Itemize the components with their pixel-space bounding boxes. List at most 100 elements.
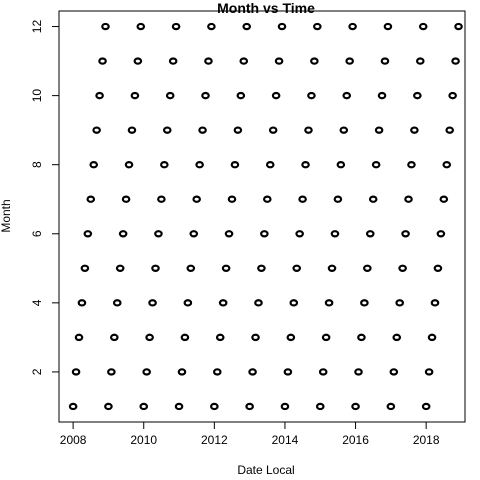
data-point <box>215 333 225 342</box>
data-point <box>389 368 399 376</box>
data-point <box>154 230 163 238</box>
data-point <box>439 195 449 203</box>
data-point <box>104 402 113 411</box>
data-point <box>307 91 316 100</box>
data-point <box>115 264 125 273</box>
data-point <box>162 126 172 134</box>
data-point <box>124 160 134 169</box>
data-point <box>251 333 260 342</box>
data-point <box>136 22 146 31</box>
data-point <box>342 91 352 100</box>
data-point <box>195 160 204 169</box>
data-point <box>351 402 360 411</box>
data-point <box>192 195 201 203</box>
data-point <box>210 402 219 411</box>
x-axis: 2008 2010 2012 2014 2016 2018 <box>60 422 440 447</box>
data-point <box>339 126 349 134</box>
data-point <box>357 333 366 342</box>
data-point <box>212 368 222 376</box>
data-point <box>186 264 196 273</box>
data-point <box>360 299 369 307</box>
data-point <box>260 230 269 238</box>
data-point <box>92 126 101 134</box>
data-point <box>330 230 340 238</box>
data-point <box>198 126 207 134</box>
data-point <box>410 126 419 134</box>
data-point <box>368 195 378 203</box>
data-point <box>183 299 193 307</box>
data-point <box>348 22 357 31</box>
data-point <box>145 333 154 342</box>
data-point <box>310 57 319 65</box>
data-point <box>148 299 157 307</box>
data-point <box>121 195 131 203</box>
data-point <box>142 368 151 376</box>
data-point <box>271 91 281 100</box>
data-point <box>318 368 328 376</box>
data-point <box>301 160 310 169</box>
data-point <box>165 91 175 100</box>
data-point <box>274 57 284 65</box>
data-point <box>436 230 446 238</box>
data-point <box>130 91 140 100</box>
data-point <box>245 402 254 411</box>
data-point <box>248 368 257 376</box>
data-point <box>415 57 425 65</box>
data-point <box>383 22 393 31</box>
y-tick-label: 6 <box>30 230 44 237</box>
data-point <box>313 22 322 31</box>
y-tick-label: 10 <box>30 89 44 103</box>
data-point <box>107 368 116 376</box>
data-point <box>83 230 93 238</box>
y-axis-label: Month <box>0 199 13 232</box>
plot-frame <box>58 10 466 423</box>
data-point <box>442 160 452 169</box>
data-point <box>133 57 143 65</box>
data-point <box>80 264 90 273</box>
data-point <box>207 22 216 31</box>
data-point <box>101 22 110 31</box>
x-axis-label: Date Local <box>237 463 294 477</box>
data-point <box>418 22 428 31</box>
data-point <box>363 264 372 273</box>
data-point <box>177 368 187 376</box>
data-point <box>454 22 463 31</box>
data-point <box>315 402 325 411</box>
data-point <box>277 22 287 31</box>
data-point <box>430 299 440 307</box>
data-point <box>374 126 384 134</box>
data-point <box>157 195 166 203</box>
data-point <box>224 230 234 238</box>
data-point <box>180 333 190 342</box>
data-point <box>265 160 275 169</box>
data-point <box>327 264 337 273</box>
x-tick-label: 2010 <box>130 433 157 447</box>
data-point <box>377 91 387 100</box>
data-points <box>68 22 463 411</box>
data-point <box>77 299 87 307</box>
data-point <box>354 368 363 376</box>
data-point <box>254 299 263 307</box>
data-point <box>168 57 178 65</box>
data-point <box>89 160 99 169</box>
data-point <box>280 402 290 411</box>
data-point <box>398 264 407 273</box>
data-point <box>407 160 416 169</box>
y-tick-label: 4 <box>30 299 44 306</box>
data-point <box>392 333 402 342</box>
data-point <box>289 299 299 307</box>
data-point <box>171 22 181 31</box>
data-point <box>201 91 210 100</box>
data-point <box>239 57 249 65</box>
data-point <box>371 160 381 169</box>
y-tick-label: 8 <box>30 161 44 168</box>
x-tick-label: 2014 <box>272 433 299 447</box>
data-point <box>112 299 122 307</box>
data-point <box>262 195 272 203</box>
data-point <box>433 264 443 273</box>
chart-title: Month vs Time <box>217 0 315 16</box>
data-point <box>174 402 184 411</box>
data-point <box>127 126 137 134</box>
data-point <box>233 126 243 134</box>
